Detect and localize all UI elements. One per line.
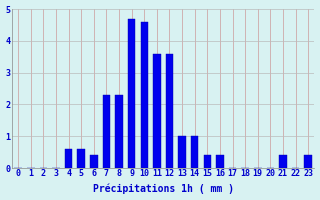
X-axis label: Précipitations 1h ( mm ): Précipitations 1h ( mm ): [93, 184, 234, 194]
Bar: [279, 155, 287, 168]
Bar: [115, 95, 123, 168]
Bar: [178, 136, 186, 168]
Bar: [90, 155, 98, 168]
Bar: [77, 149, 85, 168]
Bar: [216, 155, 224, 168]
Bar: [128, 19, 135, 168]
Bar: [204, 155, 211, 168]
Bar: [103, 95, 110, 168]
Bar: [191, 136, 198, 168]
Bar: [166, 54, 173, 168]
Bar: [140, 22, 148, 168]
Bar: [304, 155, 312, 168]
Bar: [153, 54, 161, 168]
Bar: [65, 149, 72, 168]
